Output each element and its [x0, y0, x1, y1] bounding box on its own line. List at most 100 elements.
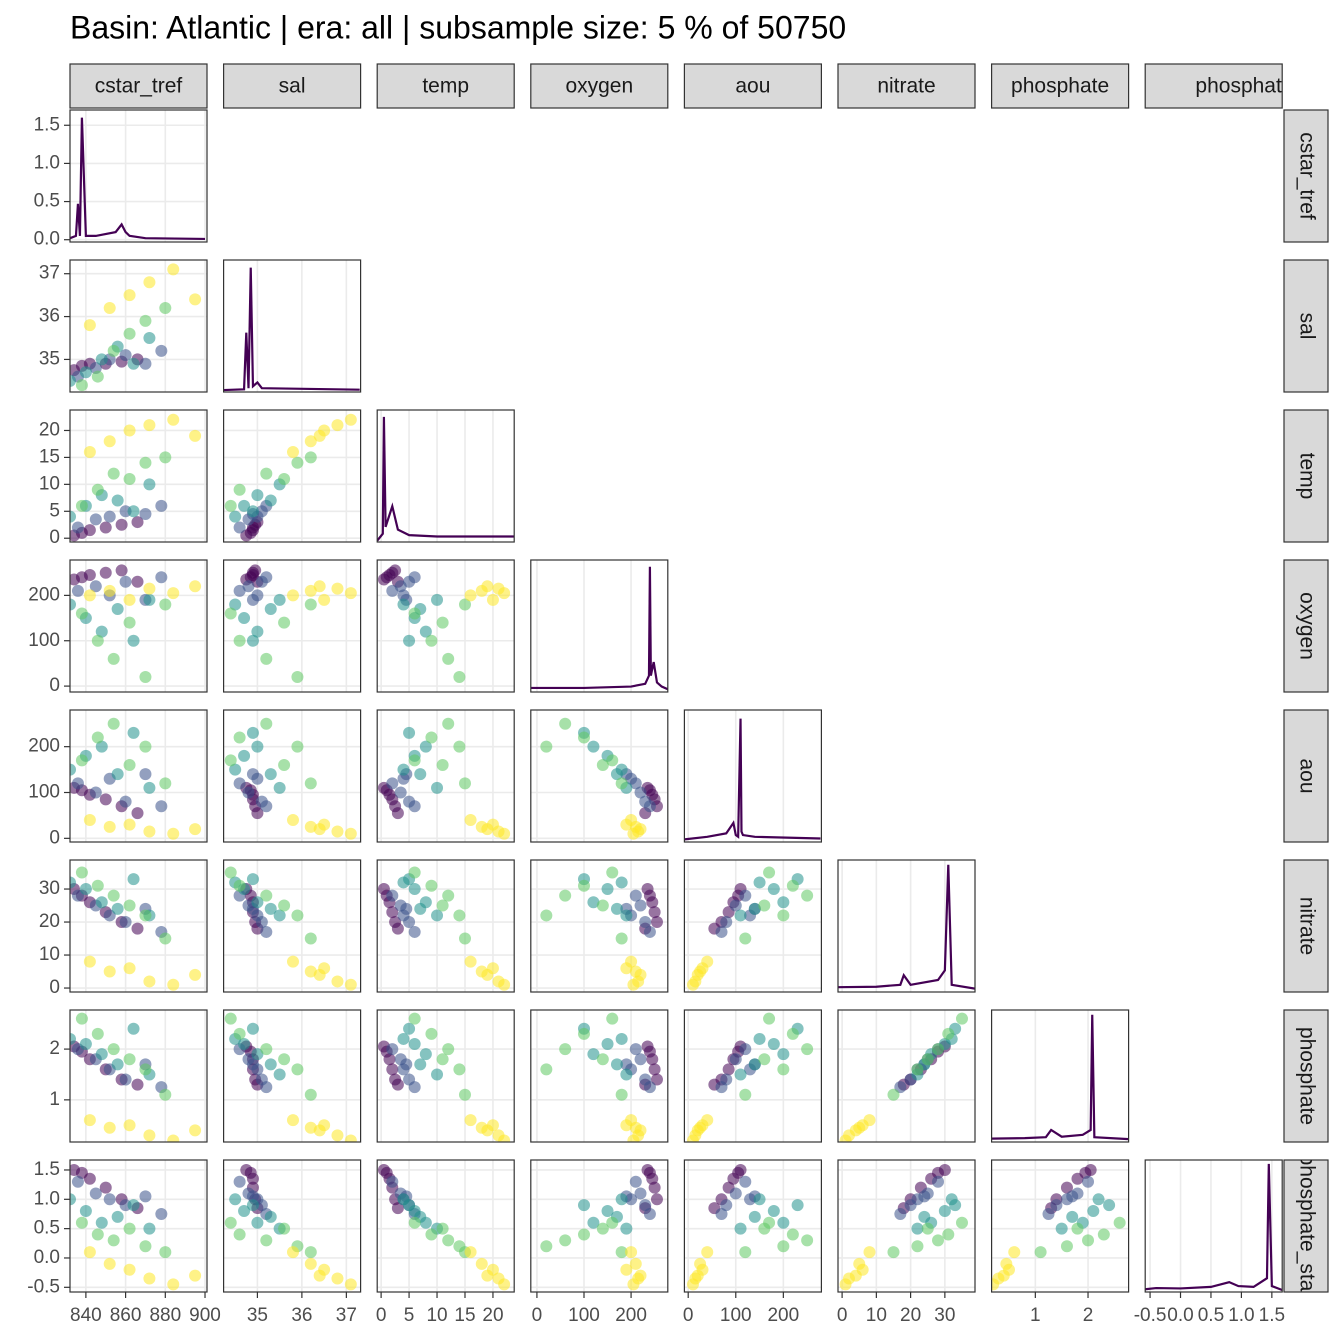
scatter-point — [249, 564, 262, 577]
scatter-point — [615, 1246, 628, 1259]
scatter-point — [139, 1063, 152, 1076]
scatter-point — [139, 357, 152, 370]
scatter-point — [155, 571, 168, 584]
scatter-point — [849, 1269, 862, 1282]
scatter-point — [233, 1228, 246, 1241]
scatter-point — [251, 896, 264, 909]
scatter-point — [189, 293, 202, 306]
scatter-point — [123, 1119, 136, 1132]
scatter-point — [389, 564, 402, 577]
scatter-point — [139, 507, 152, 520]
strip-label: sal — [1295, 313, 1318, 340]
scatter-point — [313, 823, 326, 836]
y-tick-label: 0 — [49, 675, 60, 696]
scatter-point — [610, 1058, 623, 1071]
scatter-point — [559, 717, 572, 730]
scatter-point — [715, 925, 728, 938]
scatter-point — [408, 607, 421, 620]
scatter-point — [777, 896, 790, 909]
scatter-point — [103, 909, 116, 922]
scatter-point — [458, 777, 471, 790]
scatter-point — [577, 879, 590, 892]
scatter-point — [344, 413, 357, 426]
scatter-point — [91, 370, 104, 383]
scatter-point — [408, 571, 421, 584]
panel — [223, 409, 362, 543]
scatter-point — [763, 866, 776, 879]
panel-border — [837, 1159, 976, 1293]
scatter-point — [777, 1063, 790, 1076]
scatter-point — [83, 1172, 96, 1185]
scatter-point — [911, 1222, 924, 1235]
point-group — [70, 1012, 202, 1142]
scatter-point — [127, 505, 140, 518]
scatter-point — [540, 740, 553, 753]
scatter-point — [739, 1088, 752, 1101]
scatter-point — [233, 1175, 246, 1188]
scatter-point — [777, 1240, 790, 1253]
scatter-point — [767, 883, 780, 896]
scatter-point — [629, 889, 642, 902]
scatter-point — [103, 965, 116, 978]
scatter-point — [777, 1048, 790, 1061]
scatter-point — [498, 587, 511, 600]
scatter-point — [264, 1210, 277, 1223]
scatter-point — [921, 1222, 934, 1235]
scatter-point — [606, 866, 619, 879]
point-group — [224, 717, 357, 840]
scatter-point — [273, 593, 286, 606]
scatter-point — [107, 1043, 120, 1056]
scatter-point — [344, 827, 357, 840]
scatter-point — [99, 1181, 112, 1194]
scatter-point — [286, 446, 299, 459]
scatter-point — [601, 1205, 614, 1218]
scatter-point — [304, 584, 317, 597]
scatter-point — [786, 1228, 799, 1241]
x-tick-label: 35 — [247, 1305, 268, 1326]
scatter-point — [839, 1134, 852, 1142]
scatter-point — [627, 978, 640, 991]
scatter-point — [344, 1278, 357, 1291]
panel-border — [837, 1009, 976, 1143]
strip — [1283, 1159, 1329, 1293]
scatter-point — [260, 652, 273, 665]
scatter-point — [739, 1043, 752, 1056]
y-tick-label: 200 — [28, 736, 60, 757]
scatter-point — [131, 575, 144, 588]
y-tick-label: 0.5 — [34, 1218, 60, 1239]
scatter-point — [801, 1043, 814, 1056]
scatter-point — [839, 1278, 852, 1291]
scatter-point — [442, 652, 455, 665]
panel — [376, 1159, 515, 1293]
scatter-point — [238, 499, 251, 512]
scatter-point — [587, 1048, 600, 1061]
scatter-point — [278, 1053, 291, 1066]
x-tick-label: 0 — [837, 1305, 848, 1326]
scatter-point — [425, 634, 438, 647]
strip-label: phosphate — [1295, 1027, 1318, 1125]
panel — [837, 1159, 976, 1293]
y-tick-label: 0 — [49, 827, 60, 848]
scatter-point — [123, 1222, 136, 1235]
scatter-point — [436, 616, 449, 629]
scatter-point — [715, 1207, 728, 1220]
scatter-point — [419, 1048, 432, 1061]
y-tick-label: 10 — [39, 944, 60, 965]
strip — [1283, 109, 1329, 243]
scatter-point — [403, 916, 416, 929]
scatter-point — [260, 717, 273, 730]
panel — [69, 109, 208, 243]
panel-background — [991, 1010, 1129, 1142]
scatter-point — [123, 424, 136, 437]
scatter-point — [753, 1193, 766, 1206]
x-tick-label: 100 — [720, 1305, 752, 1326]
scatter-point — [777, 909, 790, 922]
density-line — [70, 117, 206, 241]
scatter-point — [71, 889, 84, 902]
scatter-point — [246, 505, 259, 518]
scatter-point — [620, 1119, 633, 1132]
point-group — [70, 263, 202, 392]
panel — [223, 709, 362, 843]
